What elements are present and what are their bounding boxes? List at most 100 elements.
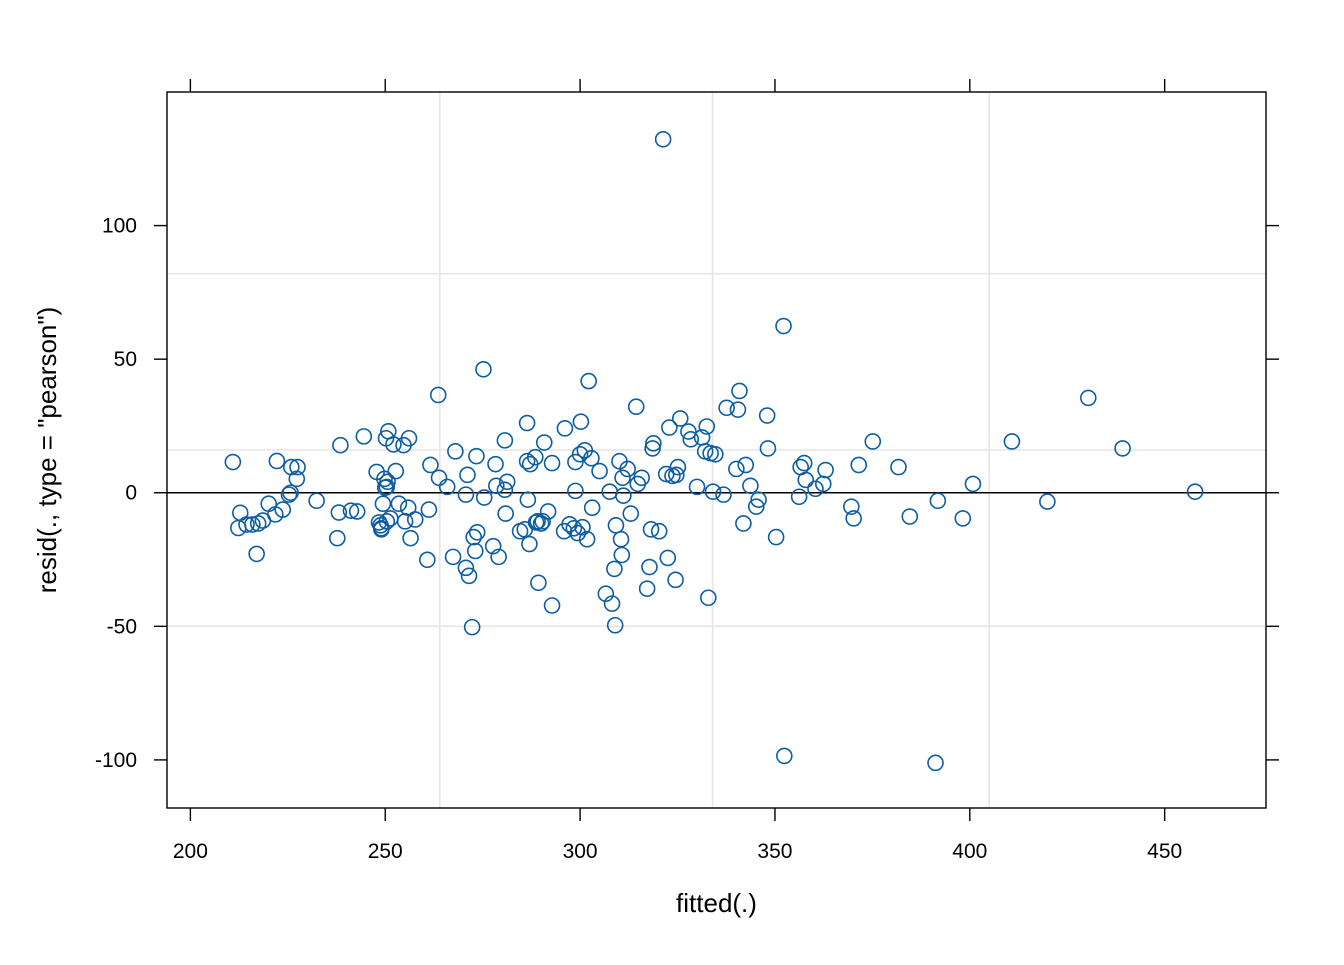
data-point	[447, 443, 464, 460]
data-point	[518, 452, 536, 470]
y-tick-label: -100	[95, 749, 137, 772]
data-point	[400, 429, 418, 447]
data-point	[468, 447, 485, 465]
data-point	[497, 505, 514, 522]
data-point	[385, 436, 402, 453]
data-point	[268, 452, 286, 470]
data-point	[728, 460, 745, 478]
data-point	[845, 510, 862, 527]
data-point	[249, 515, 267, 532]
data-point	[614, 469, 631, 487]
data-point	[606, 560, 623, 578]
data-point	[1003, 433, 1021, 450]
data-point	[669, 458, 687, 476]
data-point	[622, 505, 640, 522]
data-point	[659, 549, 677, 567]
data-point	[890, 458, 907, 476]
data-point	[850, 456, 868, 474]
data-point	[667, 571, 684, 589]
data-point	[535, 434, 553, 451]
data-point	[463, 618, 481, 636]
data-point	[642, 521, 660, 538]
data-point	[244, 516, 261, 533]
data-point	[376, 470, 393, 488]
data-point	[288, 470, 306, 488]
data-point	[645, 435, 662, 452]
data-point	[496, 481, 514, 499]
data-point	[750, 491, 767, 508]
data-point	[330, 504, 348, 521]
data-point	[484, 537, 502, 555]
data-point	[280, 486, 298, 503]
data-point	[260, 495, 278, 513]
data-point	[1079, 389, 1097, 407]
data-point	[700, 589, 717, 607]
x-tick-label: 250	[368, 840, 403, 863]
data-point	[342, 502, 360, 519]
data-point	[574, 518, 591, 536]
data-point	[406, 511, 424, 528]
data-point	[475, 361, 492, 378]
data-point	[348, 503, 366, 520]
data-point	[1039, 493, 1056, 510]
data-point	[422, 456, 439, 474]
data-point	[387, 462, 405, 480]
data-point	[355, 428, 373, 445]
data-point	[457, 559, 475, 577]
data-point	[429, 386, 447, 404]
data-point	[638, 580, 656, 597]
data-point	[729, 401, 747, 418]
data-point	[767, 528, 785, 546]
data-point	[498, 473, 516, 491]
data-point	[238, 516, 255, 533]
y-tick-label: -50	[107, 615, 137, 638]
data-point	[488, 477, 505, 495]
data-point	[569, 524, 587, 542]
data-point	[619, 460, 636, 478]
data-point	[597, 585, 615, 603]
data-point	[817, 461, 834, 479]
data-point	[332, 436, 349, 454]
data-point	[680, 423, 697, 440]
data-point	[613, 546, 631, 564]
data-point	[565, 519, 583, 537]
data-point	[224, 453, 242, 471]
y-tick-label: 100	[102, 215, 137, 238]
data-point	[274, 501, 292, 518]
data-point	[735, 515, 752, 532]
data-point	[529, 513, 546, 530]
data-point	[654, 130, 672, 148]
data-point	[289, 458, 306, 476]
data-point	[457, 486, 475, 503]
data-point	[378, 513, 396, 530]
y-tick-label: 50	[114, 348, 137, 371]
data-point	[543, 454, 561, 472]
panel-border	[166, 91, 1267, 809]
data-point	[775, 317, 792, 335]
data-point	[698, 418, 716, 435]
data-point	[795, 454, 813, 472]
data-point	[843, 498, 860, 515]
data-point	[248, 545, 265, 563]
data-point	[641, 558, 658, 576]
data-point	[378, 478, 396, 496]
data-point	[496, 432, 514, 449]
data-point	[526, 448, 544, 466]
data-point	[519, 491, 537, 508]
data-point	[615, 487, 632, 504]
data-point	[758, 407, 776, 424]
data-point	[954, 510, 972, 527]
data-point	[539, 503, 557, 520]
data-point	[627, 398, 645, 416]
data-point	[583, 499, 601, 517]
data-point	[583, 449, 600, 467]
data-point	[419, 551, 436, 569]
data-point	[612, 530, 630, 548]
data-point	[661, 419, 678, 436]
data-point	[379, 473, 396, 491]
data-point	[468, 523, 486, 541]
data-point	[329, 529, 346, 547]
data-point	[606, 616, 624, 634]
data-point	[402, 529, 419, 547]
data-point	[459, 466, 476, 484]
